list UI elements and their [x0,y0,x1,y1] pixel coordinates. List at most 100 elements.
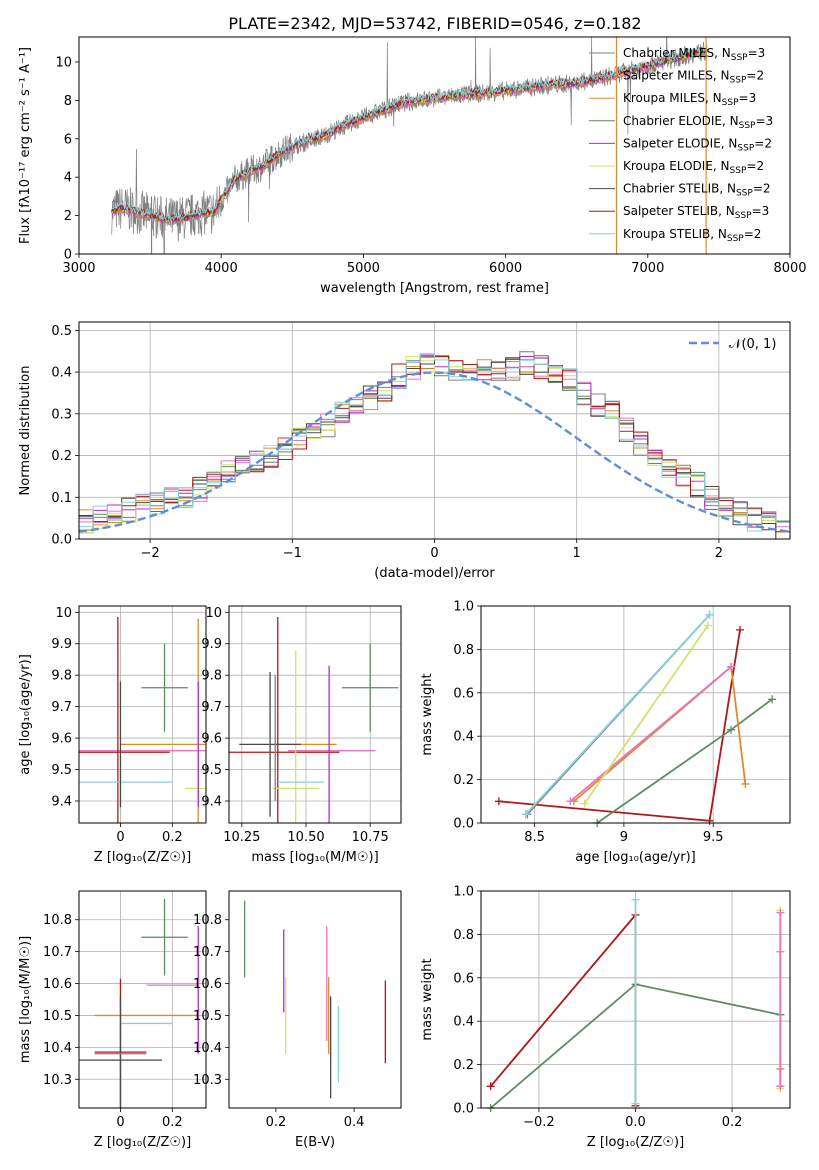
y-tick-label: 0.2 [51,449,72,464]
weight-marker-kroupa_miles [741,779,750,788]
y-tick-label: 0.2 [453,1058,474,1073]
x-tick-label: 0 [116,830,124,845]
plot-frame [78,890,207,1109]
observed-spectrum [111,37,708,254]
x-axis-label: Z [log₁₀(Z/Z☉)] [587,1135,684,1150]
weight-marker-salpeter_stelib [735,625,744,634]
y-tick-label: 0.4 [453,1015,474,1030]
plot-frame [228,890,402,1109]
panel-0: 3000 4000 5000 6000 7000 8000 0 2 4 6 8 10 wavelengt… [18,36,807,296]
legend-label: Kroupa STELIB, NSSP=2 [623,227,761,244]
plot-frame [480,890,791,1109]
y-tick-label: 0.8 [453,643,474,658]
legend-label: Chabrier ELODIE, NSSP=3 [623,114,773,131]
x-tick-label: 2 [715,546,723,561]
weight-marker-kroupa_elodie [580,799,589,808]
y-tick-label: 9.4 [51,794,72,809]
plot-frame [78,605,207,824]
x-tick-label: 7000 [631,261,664,276]
weight-marker-salpeter_stelib [486,1082,495,1091]
y-tick-label: 10.4 [193,1041,222,1056]
y-tick-label: 0.6 [453,971,474,986]
weight-marker-salpeter_stelib [494,797,503,806]
x-tick-label: 0.4 [344,1115,365,1130]
y-tick-label: 10.3 [43,1073,72,1088]
y-tick-label: 9.5 [51,763,72,778]
y-tick-label: 0.4 [453,730,474,745]
legend-label: Salpeter ELODIE, NSSP=2 [623,136,772,153]
x-tick-label: −1 [283,546,302,561]
x-tick-label: −2 [141,546,160,561]
figure-title: PLATE=2342, MJD=53742, FIBERID=0546, z=0… [228,14,641,33]
y-axis-label: Normed distribution [18,366,33,496]
y-tick-label: 10.5 [193,1009,222,1024]
legend-label: Kroupa MILES, NSSP=3 [623,91,756,108]
plot-frame [480,605,791,824]
y-axis-label: mass [log₁₀(M/M☉)] [18,936,33,1063]
y-tick-label: 10.3 [193,1073,222,1088]
y-tick-label: 9.8 [51,669,72,684]
y-tick-label: 0.0 [453,817,474,832]
y-tick-label: 9.7 [201,700,222,715]
panel-6: 0.2 0.4 10.3 10.4 10.5 10.6 10.7 10.8 E(B-V) [193,890,402,1150]
x-tick-label: 6000 [489,261,522,276]
y-tick-label: 0.6 [453,686,474,701]
weight-marker-chabrier_elodie [727,725,736,734]
x-tick-label: 0.2 [162,830,183,845]
x-tick-label: 10.50 [287,830,324,845]
y-tick-label: 2 [64,209,72,224]
y-tick-label: 9.9 [51,637,72,652]
y-tick-label: 4 [64,171,72,186]
x-tick-label: 0.2 [722,1115,743,1130]
x-axis-label: mass [log₁₀(M/M☉)] [251,850,378,865]
normal-curve [79,371,790,533]
y-tick-label: 0.2 [453,773,474,788]
x-tick-label: 0.0 [625,1115,646,1130]
panel-5: 0 0.2 10.3 10.4 10.5 10.6 10.7 10.8 Z [log₁₀(Z/Z… [18,890,207,1150]
y-tick-label: 9.7 [51,700,72,715]
x-tick-label: 0.2 [266,1115,287,1130]
legend-label: Salpeter MILES, NSSP=2 [623,69,764,86]
weight-line-chabrier_elodie [596,698,773,823]
x-axis-label: Z [log₁₀(Z/Z☉)] [94,850,191,865]
x-tick-label: 8.5 [524,830,545,845]
y-tick-label: 9.6 [51,732,72,747]
weight-marker-chabrier_elodie [768,695,777,704]
x-tick-label: 3000 [62,261,95,276]
weight-marker-salpeter_miles [776,1082,785,1091]
weight-marker-kroupa_stelib [705,610,714,619]
y-tick-label: 10.8 [193,913,222,928]
y-axis-label: mass weight [420,958,435,1040]
model-spectrum-kroupa_elodie [111,47,708,224]
y-tick-label: 0.4 [51,366,72,381]
panel-7: −0.2 0.0 0.2 0.0 0.2 0.4 0.6 0.8 1.0 Z [log₁₀(Z/Z… [420,885,791,1150]
weight-marker-salpeter_miles [776,908,785,917]
panel-1: −2 −1 0 1 2 0.0 0.1 0.2 0.3 0.4 0.5 (data-model)/er… [18,321,791,581]
y-tick-label: 10 [205,606,222,621]
y-tick-label: 10.4 [43,1041,72,1056]
x-tick-label: 8000 [773,261,806,276]
x-axis-label: (data-model)/error [374,566,495,581]
y-tick-label: 0.3 [51,407,72,422]
y-tick-label: 0 [64,248,72,263]
y-tick-label: 8 [64,94,72,109]
weight-marker-kroupa_stelib [521,810,530,819]
x-tick-label: −0.2 [523,1115,555,1130]
x-tick-label: 10.75 [352,830,389,845]
y-axis-label: age [log₁₀(age/yr)] [18,654,33,775]
weight-marker-kroupa_stelib [631,895,640,904]
plot-frame [78,36,791,255]
legend-label: Kroupa ELODIE, NSSP=2 [623,159,764,176]
x-axis-label: age [log₁₀(age/yr)] [575,850,696,865]
y-tick-label: 0.0 [51,533,72,548]
y-tick-label: 9.6 [201,732,222,747]
x-axis-label: E(B-V) [295,1135,335,1150]
panel-4: 8.5 9 9.5 0.0 0.2 0.4 0.6 0.8 1.0 age [log₁₀(age/… [420,600,791,865]
weight-marker-salpeter_stelib [705,816,714,825]
plot-frame [228,605,402,824]
y-tick-label: 10.6 [193,977,222,992]
x-tick-label: 0 [116,1115,124,1130]
weight-line-salpeter_stelib [490,912,637,1106]
y-tick-label: 10.7 [193,945,222,960]
